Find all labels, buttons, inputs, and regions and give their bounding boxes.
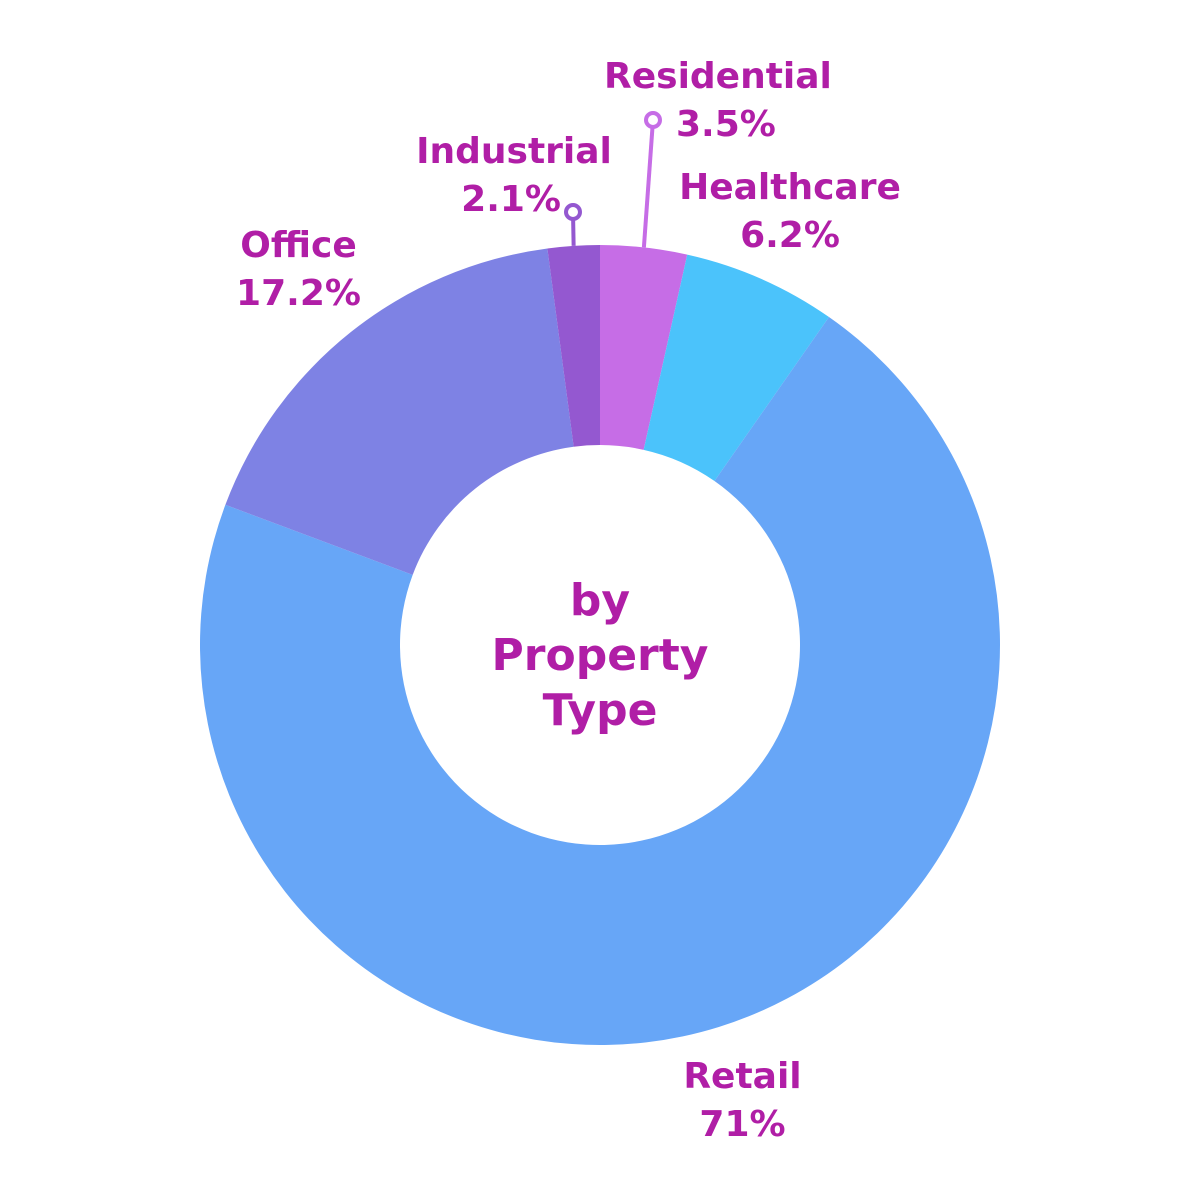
label-residential: Residential 3.5% [604,53,844,149]
label-industrial-name: Industrial [416,131,612,172]
label-healthcare-value: 6.2% [740,215,840,256]
label-office-name: Office [240,225,357,266]
leader-line-residential [641,119,655,248]
center-label-line-1: by [569,575,631,626]
label-retail-value: 71% [699,1104,786,1145]
label-office: Office 17.2% [216,222,381,318]
slice-retail [200,317,1001,1045]
label-retail: Retail 71% [660,1053,825,1149]
leader-dot-industrial [564,203,582,221]
leader-dot-residential [644,111,662,129]
label-healthcare-name: Healthcare [679,167,901,208]
center-label-line-2: Property [491,630,709,681]
center-label: by Property Type [400,573,800,738]
label-healthcare: Healthcare 6.2% [665,164,915,260]
slice-healthcare [643,254,829,482]
label-industrial: Industrial 2.1% [405,128,623,224]
label-industrial-value: 2.1% [461,179,561,220]
center-label-line-3: Type [542,685,658,736]
slice-office [225,248,574,575]
label-office-value: 17.2% [236,273,361,314]
slice-residential [600,245,688,450]
slice-industrial [547,245,600,447]
label-residential-name: Residential [604,56,832,97]
label-residential-value: 3.5% [676,104,776,145]
label-retail-name: Retail [683,1056,802,1097]
